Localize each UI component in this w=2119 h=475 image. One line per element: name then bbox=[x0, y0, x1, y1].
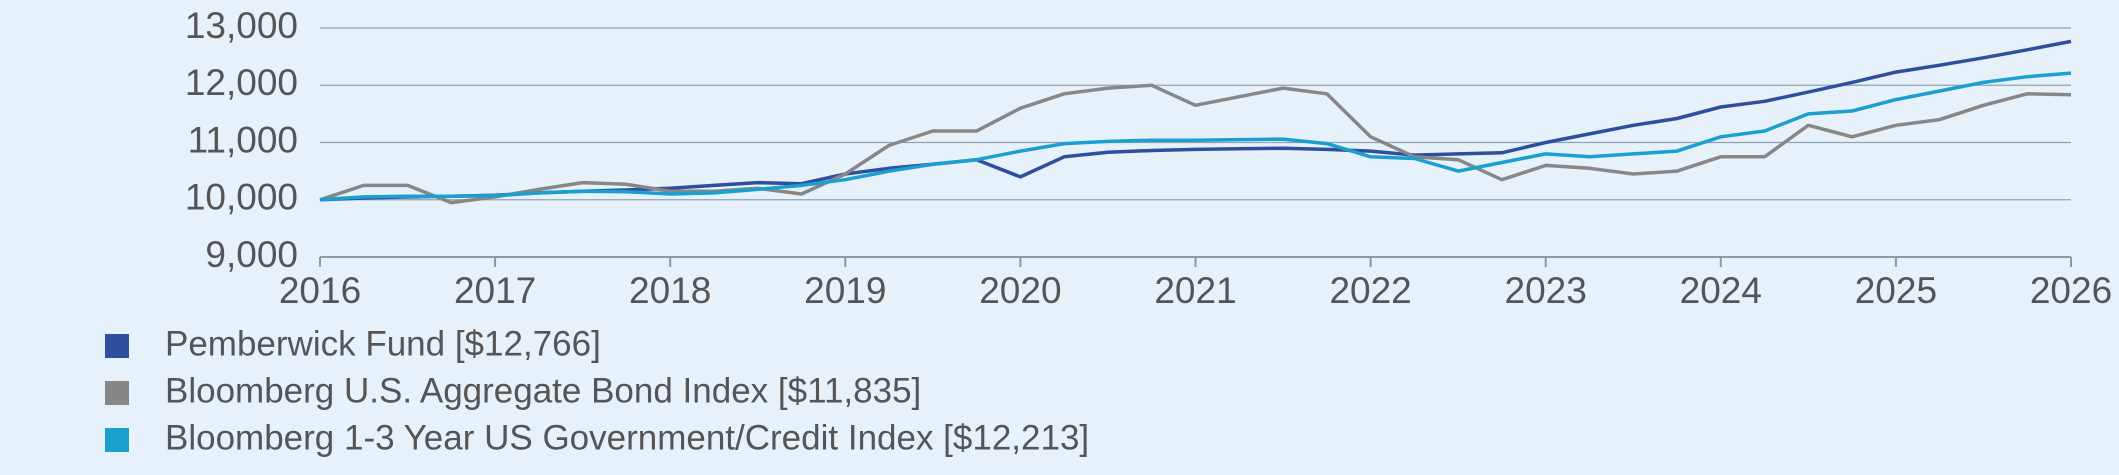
x-tick-label: 2026 bbox=[2030, 270, 2112, 311]
legend-label: Bloomberg U.S. Aggregate Bond Index [$11… bbox=[165, 371, 921, 410]
x-tick-label: 2022 bbox=[1329, 270, 1411, 311]
y-tick-label: 11,000 bbox=[188, 119, 298, 160]
y-tick-label: 9,000 bbox=[205, 234, 298, 275]
x-tick-label: 2020 bbox=[979, 270, 1061, 311]
legend-label: Pemberwick Fund [$12,766] bbox=[165, 324, 601, 363]
x-tick-label: 2018 bbox=[629, 270, 711, 311]
x-tick-label: 2019 bbox=[804, 270, 886, 311]
x-tick-label: 2025 bbox=[1855, 270, 1937, 311]
x-tick-label: 2017 bbox=[454, 270, 536, 311]
legend-swatch bbox=[105, 428, 129, 452]
legend-swatch bbox=[105, 334, 129, 358]
x-tick-label: 2016 bbox=[279, 270, 361, 311]
y-tick-label: 12,000 bbox=[185, 62, 298, 103]
series-line bbox=[319, 71, 2072, 202]
legend-swatch bbox=[105, 381, 129, 405]
series-line bbox=[319, 39, 2072, 202]
x-tick-label: 2023 bbox=[1505, 270, 1587, 311]
series-line bbox=[319, 83, 2072, 205]
x-tick-label: 2024 bbox=[1680, 270, 1762, 311]
x-tick-label: 2021 bbox=[1154, 270, 1236, 311]
y-tick-label: 10,000 bbox=[185, 177, 298, 218]
y-tick-label: 13,000 bbox=[185, 5, 298, 46]
legend-label: Bloomberg 1-3 Year US Government/Credit … bbox=[165, 418, 1089, 457]
